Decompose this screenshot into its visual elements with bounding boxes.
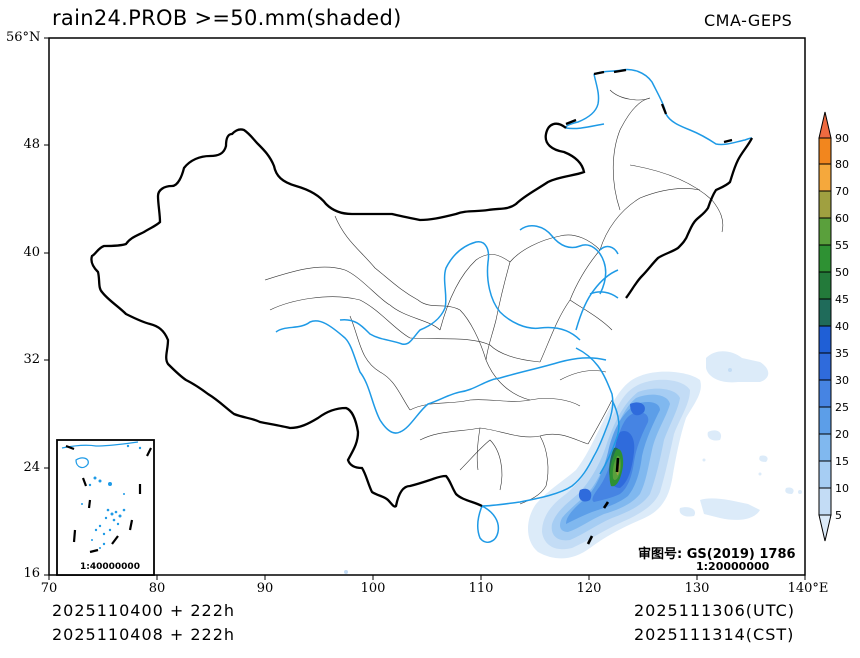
y-tick-16: 16 xyxy=(23,566,40,581)
national-border xyxy=(90,68,754,508)
colorbar-label-20: 20 xyxy=(835,428,849,441)
x-tick-130: 130 xyxy=(684,581,710,596)
colorbar-label-15: 15 xyxy=(835,455,849,468)
x-tick-90: 90 xyxy=(256,581,274,596)
valid-time-cst: 2025111314(CST) xyxy=(634,625,795,644)
colorbar-label-35: 35 xyxy=(835,347,849,360)
colorbar-label-50: 50 xyxy=(835,266,849,279)
dashed-boundary xyxy=(586,457,620,545)
colorbar-label-40: 40 xyxy=(835,320,849,333)
inset-map xyxy=(56,439,155,576)
map-frame xyxy=(48,37,806,576)
x-tick-80: 80 xyxy=(148,581,166,596)
x-tick-100: 100 xyxy=(360,581,386,596)
y-tick-40: 40 xyxy=(23,245,40,260)
colorbar-label-10: 10 xyxy=(835,482,849,495)
y-tick-56: 56°N xyxy=(6,30,41,45)
y-tick-24: 24 xyxy=(23,460,40,475)
x-tick-110: 110 xyxy=(468,581,494,596)
colorbar-label-5: 5 xyxy=(835,509,842,522)
y-tick-48: 48 xyxy=(23,137,40,152)
map-approval-number: 审图号: GS(2019) 1786 xyxy=(638,547,796,562)
x-tick-140: 140°E xyxy=(787,581,829,596)
colorbar-label-45: 45 xyxy=(835,293,849,306)
x-tick-120: 120 xyxy=(576,581,602,596)
axis-ticks xyxy=(44,37,806,580)
province-borders xyxy=(264,89,724,505)
colorbar xyxy=(818,111,832,542)
inset-map-scale: 1:40000000 xyxy=(80,562,140,572)
probability-shading xyxy=(344,351,802,574)
colorbar-label-80: 80 xyxy=(835,158,849,171)
colorbar-label-30: 30 xyxy=(835,374,849,387)
main-map-scale: 1:20000000 xyxy=(696,560,770,573)
colorbar-label-25: 25 xyxy=(835,401,849,414)
colorbar-label-90: 90 xyxy=(835,132,849,145)
chart-title: rain24.PROB >=50.mm(shaded) xyxy=(52,6,402,30)
colorbar-label-70: 70 xyxy=(835,185,849,198)
colorbar-label-55: 55 xyxy=(835,239,849,252)
x-tick-70: 70 xyxy=(40,581,58,596)
colorbar-label-60: 60 xyxy=(835,212,849,225)
y-tick-32: 32 xyxy=(23,352,40,367)
valid-time-utc: 2025111306(UTC) xyxy=(634,601,795,620)
init-time-utc: 2025110400 + 222h xyxy=(52,601,236,620)
init-time-cst: 2025110408 + 222h xyxy=(52,625,236,644)
model-name: CMA-GEPS xyxy=(704,11,793,30)
